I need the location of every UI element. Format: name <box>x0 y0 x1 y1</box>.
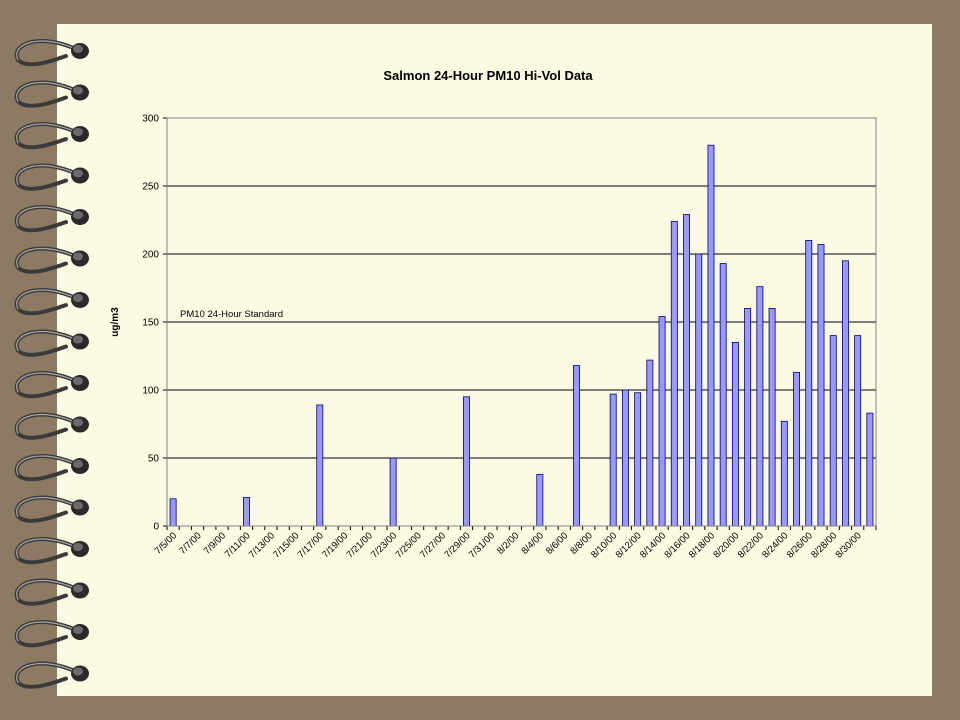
binding-ring <box>14 80 89 108</box>
bar <box>719 263 727 527</box>
bar <box>829 335 837 527</box>
bar <box>316 404 324 527</box>
y-tick-label: 150 <box>142 318 159 329</box>
binding-ring <box>14 246 89 274</box>
y-tick-label: 250 <box>142 182 159 193</box>
bars <box>169 144 874 527</box>
binding-ring <box>14 329 89 357</box>
x-tick-label: 8/26/00 <box>785 530 815 560</box>
x-tick-label: 7/17/00 <box>296 530 326 560</box>
plot-area-frame <box>166 117 877 527</box>
x-tick-label: 8/16/00 <box>662 530 692 560</box>
chart-title: Salmon 24-Hour PM10 Hi-Vol Data <box>383 68 593 83</box>
x-tick-label: 7/27/00 <box>418 530 448 560</box>
x-tick-label: 7/29/00 <box>442 530 472 560</box>
bar <box>744 307 752 527</box>
x-tick-label: 8/6/00 <box>544 530 570 556</box>
bar <box>683 214 690 527</box>
bar <box>805 239 813 527</box>
x-tick-label: 7/7/00 <box>177 530 203 556</box>
binding-ring <box>14 122 89 150</box>
binding-ring <box>14 39 89 67</box>
binding-ring <box>14 578 89 606</box>
x-tick-label: 7/5/00 <box>153 530 179 556</box>
bar <box>695 253 703 527</box>
bar <box>646 359 654 527</box>
y-tick-label: 300 <box>142 114 159 125</box>
standard-annotation: PM10 24-Hour Standard <box>180 309 283 320</box>
y-axis-ticks: 0 50 100 150 200 250 300 <box>142 114 167 533</box>
binding-ring <box>14 495 89 523</box>
binding-ring <box>14 537 89 565</box>
bar <box>463 396 470 527</box>
x-tick-label: 8/12/00 <box>614 530 644 560</box>
x-tick-label: 8/10/00 <box>589 530 619 560</box>
y-tick-label: 200 <box>142 250 159 261</box>
bar <box>768 307 776 527</box>
bar <box>536 473 544 527</box>
bar <box>169 498 177 527</box>
bar <box>658 316 666 527</box>
bar <box>854 335 862 527</box>
x-tick-label: 7/25/00 <box>394 530 424 560</box>
binding-ring <box>14 454 89 482</box>
x-tick-label: 7/31/00 <box>467 530 497 560</box>
x-tick-label: 7/15/00 <box>271 530 301 560</box>
bar <box>731 341 739 527</box>
x-tick-label: 8/30/00 <box>834 530 864 560</box>
bar <box>793 371 800 527</box>
bar <box>707 144 715 527</box>
x-tick-label: 8/14/00 <box>638 530 668 560</box>
x-tick-label: 7/19/00 <box>320 530 350 560</box>
bar <box>634 392 642 527</box>
binding-ring <box>14 205 89 233</box>
x-tick-label: 8/24/00 <box>760 530 790 560</box>
x-tick-label: 8/4/00 <box>519 530 545 556</box>
bar <box>609 393 617 527</box>
binding-ring <box>14 288 89 316</box>
y-tick-label: 100 <box>142 386 159 397</box>
x-tick-label: 8/28/00 <box>809 530 839 560</box>
bar <box>756 286 764 527</box>
bar <box>621 389 629 527</box>
x-tick-label: 7/23/00 <box>369 530 399 560</box>
bar <box>573 365 580 527</box>
x-tick-label: 7/21/00 <box>345 530 375 560</box>
x-axis-ticks: 7/5/007/7/007/9/007/11/007/13/007/15/007… <box>153 525 877 561</box>
x-tick-label: 8/2/00 <box>495 530 521 556</box>
x-tick-label: 8/18/00 <box>687 530 717 560</box>
y-tick-label: 50 <box>148 454 160 465</box>
y-tick-label: 0 <box>153 522 159 533</box>
binding-ring <box>14 163 89 191</box>
bar <box>670 220 678 527</box>
bar <box>866 412 874 527</box>
spiral-binding <box>14 39 89 689</box>
bar <box>780 420 788 527</box>
x-tick-label: 7/11/00 <box>223 530 253 560</box>
binding-ring <box>14 412 89 440</box>
binding-ring <box>14 620 89 648</box>
bar <box>817 244 825 527</box>
bar <box>243 497 250 527</box>
x-tick-label: 7/13/00 <box>247 530 277 560</box>
bar <box>389 457 397 527</box>
x-tick-label: 8/20/00 <box>711 530 741 560</box>
binding-ring <box>14 371 89 399</box>
y-axis-label: ug/m3 <box>110 307 121 337</box>
notebook-page <box>57 24 932 696</box>
binding-ring <box>14 661 89 689</box>
bar <box>841 260 849 527</box>
x-tick-label: 8/22/00 <box>736 530 766 560</box>
